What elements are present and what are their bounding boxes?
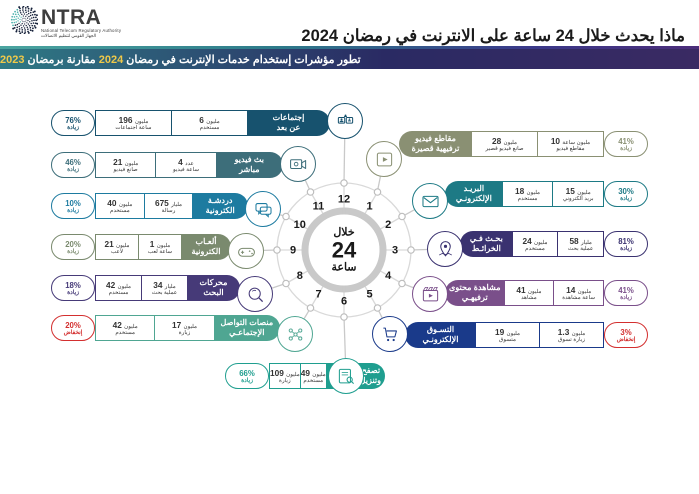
- svg-text:4: 4: [385, 270, 392, 282]
- svg-text:1: 1: [366, 200, 372, 212]
- svg-text:10: 10: [294, 219, 306, 231]
- svg-text:12: 12: [338, 194, 350, 206]
- svg-text:11: 11: [313, 200, 325, 212]
- svg-text:9: 9: [290, 245, 296, 257]
- svg-text:8: 8: [297, 270, 303, 282]
- svg-text:6: 6: [341, 296, 347, 308]
- svg-text:5: 5: [366, 289, 372, 301]
- svg-text:7: 7: [315, 289, 321, 301]
- svg-text:2: 2: [385, 219, 391, 231]
- svg-text:3: 3: [392, 245, 398, 257]
